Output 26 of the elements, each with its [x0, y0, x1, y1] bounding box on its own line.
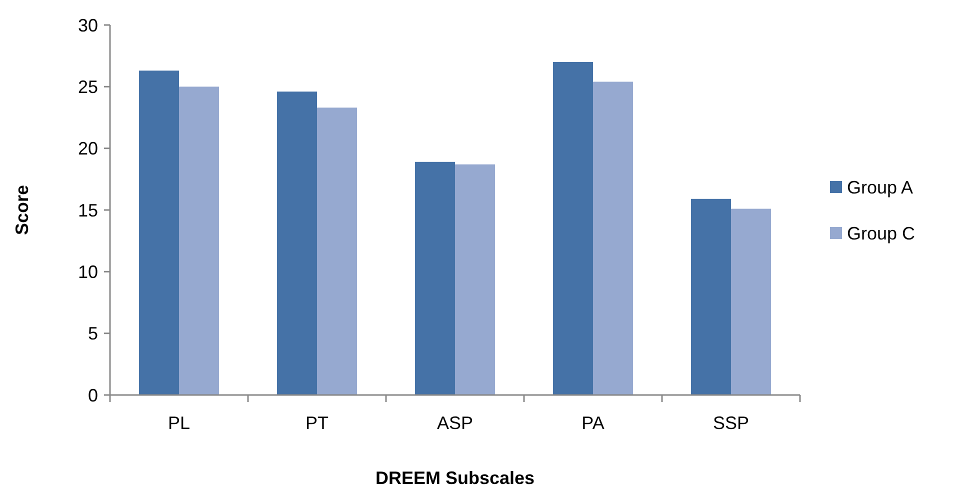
x-axis-title: DREEM Subscales [375, 468, 535, 488]
y-tick-label: 0 [88, 385, 98, 406]
bar [731, 208, 772, 395]
bar [552, 62, 593, 395]
x-tick-label: PT [305, 413, 329, 433]
y-tick-label: 10 [78, 262, 98, 282]
bar [138, 70, 179, 395]
bar [690, 198, 731, 395]
x-tick-label: SSP [712, 413, 750, 433]
y-tick-label: 30 [78, 15, 98, 36]
y-tick-label: 15 [78, 200, 98, 220]
y-axis-title: Score [12, 184, 32, 236]
x-tick-label: ASP [436, 413, 474, 433]
legend-label: Group A [847, 177, 914, 198]
y-tick-label: 20 [78, 138, 98, 159]
bar [179, 86, 220, 395]
bar [276, 92, 317, 395]
y-tick-label: 25 [78, 76, 98, 97]
bar [414, 162, 455, 395]
bar [455, 164, 496, 395]
bar [593, 82, 634, 395]
x-tick-label: PA [582, 413, 604, 433]
x-tick-label: PL [168, 413, 190, 433]
y-tick-label: 5 [88, 324, 98, 344]
bar [317, 108, 358, 395]
legend-label: Group C [847, 223, 916, 244]
